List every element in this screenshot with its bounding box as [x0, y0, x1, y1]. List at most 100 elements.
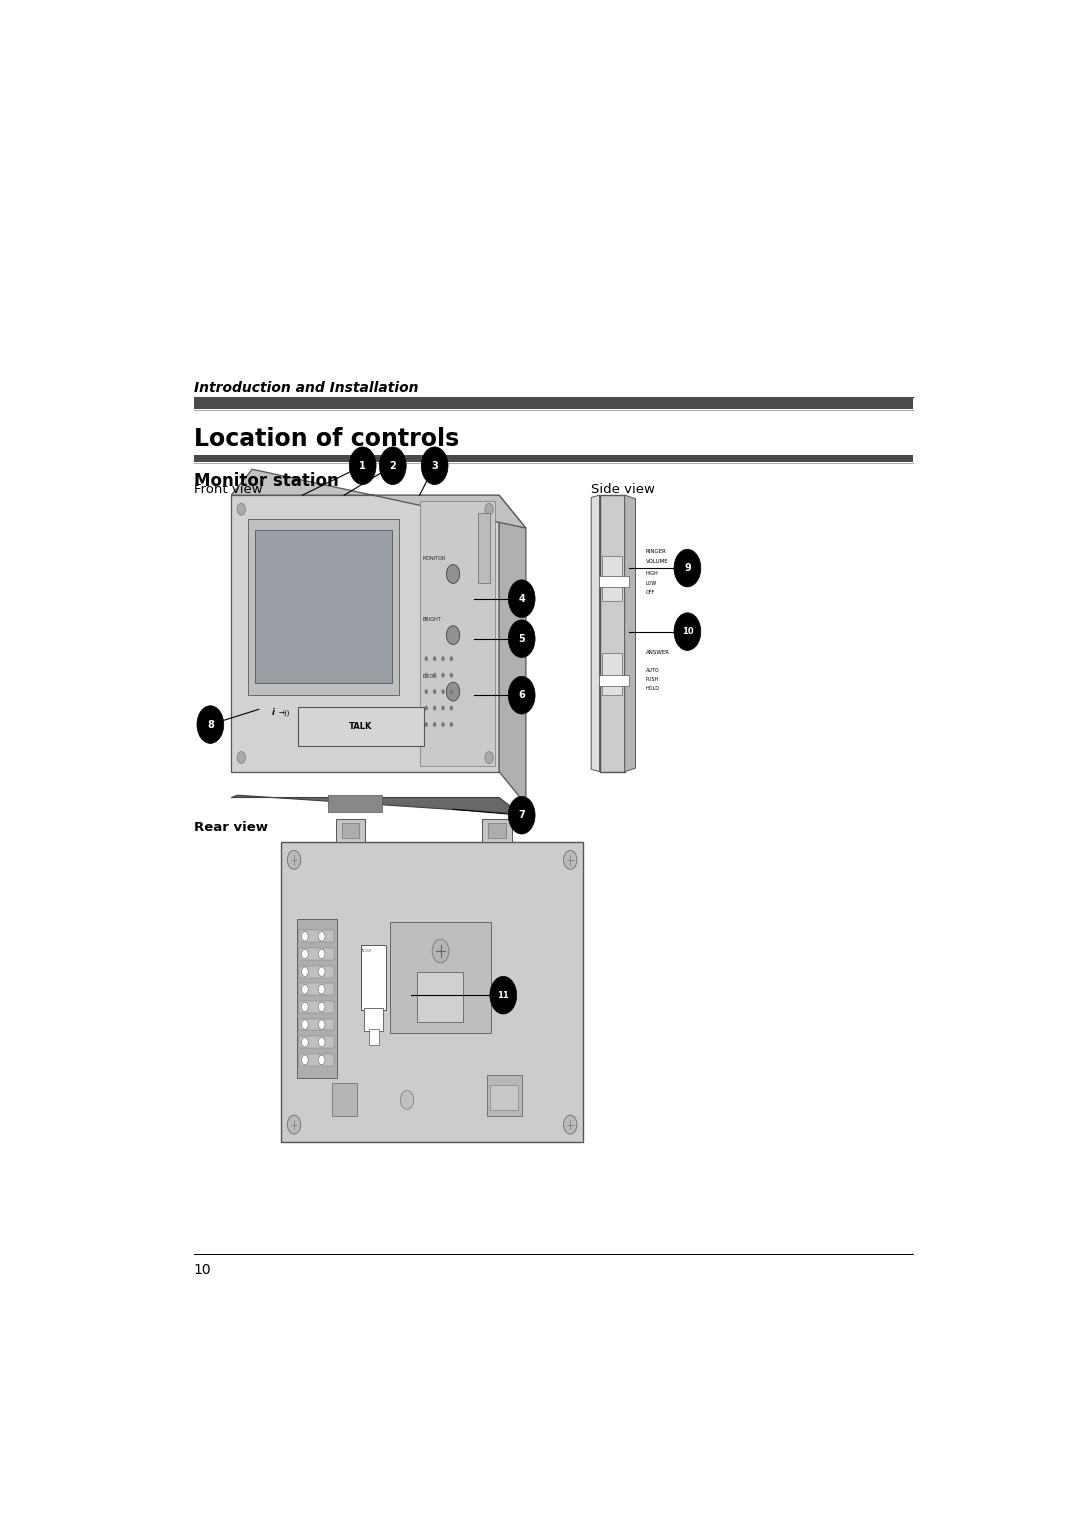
Circle shape	[449, 657, 454, 662]
Polygon shape	[599, 495, 624, 772]
Bar	[390, 921, 490, 1033]
Text: 11: 11	[498, 990, 509, 999]
Text: 10: 10	[681, 626, 693, 636]
Circle shape	[379, 446, 406, 484]
Circle shape	[449, 723, 454, 727]
Text: HOLD: HOLD	[646, 686, 660, 692]
Circle shape	[442, 672, 445, 677]
Circle shape	[446, 626, 460, 645]
Circle shape	[490, 976, 516, 1015]
Circle shape	[421, 446, 448, 484]
Text: Front view: Front view	[193, 483, 262, 497]
Text: LOW: LOW	[646, 581, 657, 585]
Text: TALK: TALK	[349, 721, 373, 730]
Bar	[299, 1054, 334, 1067]
Circle shape	[433, 672, 436, 677]
Text: 4: 4	[518, 594, 525, 604]
Bar	[598, 576, 629, 587]
Circle shape	[442, 657, 445, 662]
Circle shape	[301, 984, 308, 995]
Circle shape	[319, 1056, 325, 1065]
Circle shape	[301, 1019, 308, 1030]
Circle shape	[424, 689, 428, 694]
Text: HIGH: HIGH	[646, 571, 659, 576]
Text: Rear view: Rear view	[193, 821, 268, 834]
Text: 6: 6	[518, 691, 525, 700]
Text: 9: 9	[684, 564, 691, 573]
Circle shape	[238, 503, 245, 515]
Circle shape	[287, 851, 300, 869]
Circle shape	[319, 967, 325, 976]
Circle shape	[485, 752, 494, 764]
Text: DOOR: DOOR	[423, 674, 437, 678]
Text: Location of controls: Location of controls	[193, 426, 459, 451]
Bar	[299, 1001, 334, 1013]
Text: ANSWER: ANSWER	[646, 651, 670, 656]
Circle shape	[446, 681, 460, 701]
Text: 10: 10	[193, 1264, 212, 1277]
Circle shape	[349, 446, 376, 484]
Bar	[490, 1085, 518, 1111]
Circle shape	[301, 1002, 308, 1012]
Circle shape	[238, 752, 245, 764]
Polygon shape	[624, 495, 635, 772]
Text: i: i	[272, 709, 274, 717]
Circle shape	[319, 1002, 325, 1012]
Text: AUTO: AUTO	[646, 668, 659, 672]
Polygon shape	[231, 795, 521, 814]
Text: VOLUME: VOLUME	[646, 559, 669, 564]
Circle shape	[509, 796, 535, 834]
Circle shape	[442, 689, 445, 694]
Circle shape	[424, 706, 428, 711]
Circle shape	[424, 723, 428, 727]
Bar	[297, 918, 337, 1077]
Circle shape	[509, 579, 535, 617]
Circle shape	[319, 1019, 325, 1030]
Circle shape	[401, 1091, 414, 1109]
Bar	[417, 972, 463, 1022]
Circle shape	[674, 613, 701, 651]
Bar	[488, 824, 505, 837]
Circle shape	[301, 932, 308, 941]
Bar	[299, 1019, 334, 1030]
Text: 8: 8	[207, 720, 214, 729]
Bar	[478, 513, 490, 584]
Text: Side view: Side view	[591, 483, 656, 497]
Text: 2: 2	[390, 461, 396, 471]
Bar	[361, 946, 387, 1010]
Circle shape	[301, 949, 308, 958]
Bar	[298, 707, 423, 746]
Polygon shape	[591, 495, 599, 772]
Circle shape	[319, 949, 325, 958]
Circle shape	[442, 723, 445, 727]
Polygon shape	[499, 495, 526, 805]
Text: RINGER: RINGER	[646, 549, 666, 555]
Bar	[486, 1076, 522, 1117]
Circle shape	[564, 1115, 577, 1134]
Bar	[299, 966, 334, 978]
Bar	[299, 947, 334, 960]
Circle shape	[449, 672, 454, 677]
Bar	[332, 1083, 356, 1117]
Circle shape	[319, 984, 325, 995]
Text: 3: 3	[431, 461, 438, 471]
Circle shape	[509, 677, 535, 714]
Polygon shape	[231, 469, 526, 529]
Circle shape	[301, 1038, 308, 1047]
Text: IN-OUT: IN-OUT	[362, 949, 373, 953]
Bar	[193, 455, 914, 461]
Circle shape	[449, 706, 454, 711]
Circle shape	[319, 932, 325, 941]
Polygon shape	[419, 501, 495, 766]
Circle shape	[319, 1038, 325, 1047]
Bar	[602, 556, 622, 601]
Polygon shape	[231, 495, 499, 772]
Circle shape	[424, 672, 428, 677]
Bar	[299, 931, 334, 943]
Text: OFF: OFF	[646, 590, 654, 594]
Circle shape	[301, 1056, 308, 1065]
Circle shape	[449, 689, 454, 694]
Circle shape	[301, 967, 308, 976]
Bar	[364, 1007, 382, 1031]
Circle shape	[433, 657, 436, 662]
